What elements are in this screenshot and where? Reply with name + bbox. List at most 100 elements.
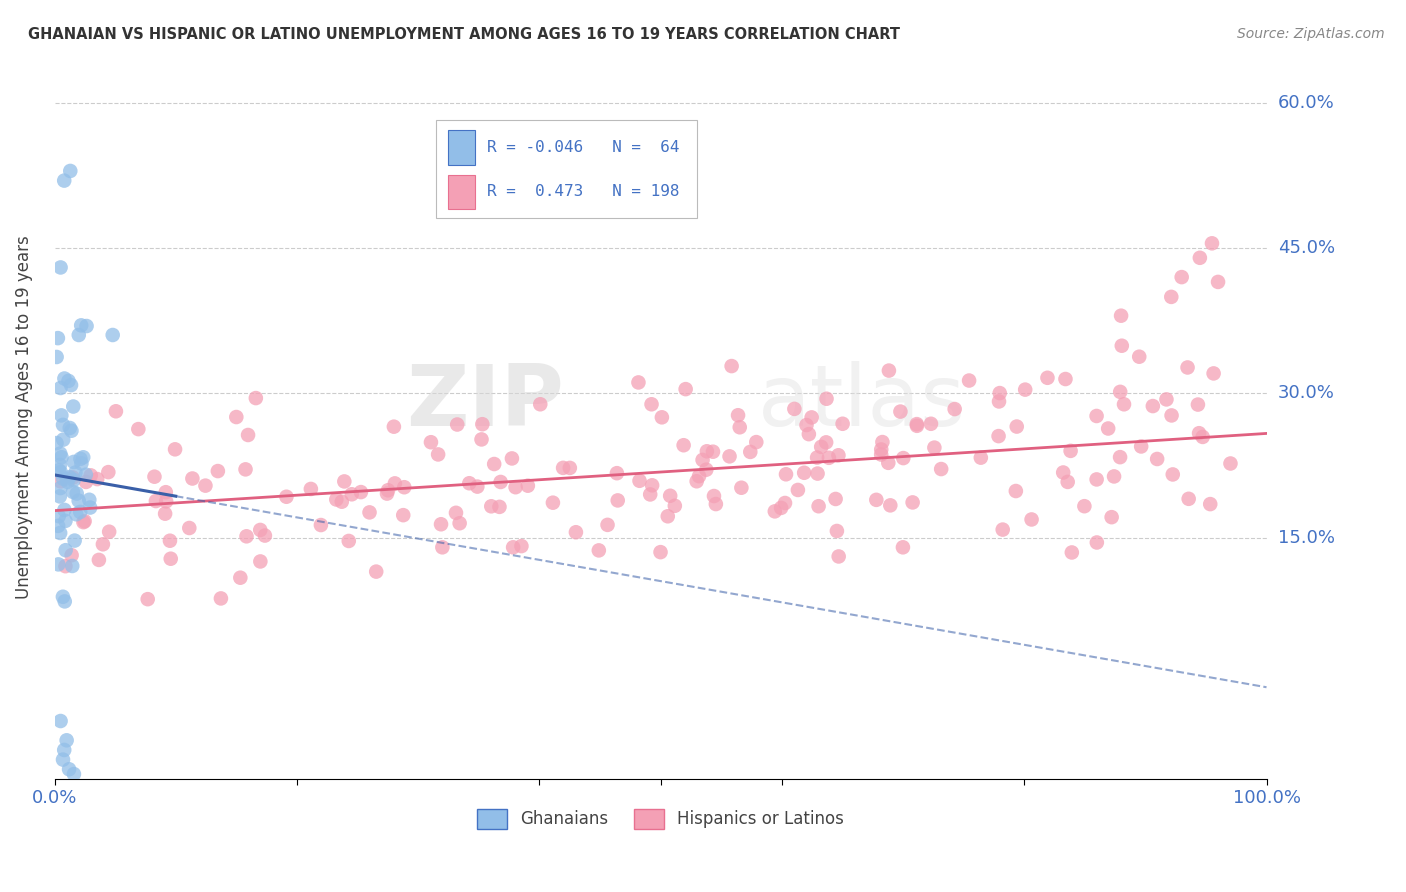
Point xyxy=(179,521,201,535)
Point xyxy=(651,410,673,425)
Point xyxy=(641,478,664,492)
Point xyxy=(46,331,69,345)
Point xyxy=(640,397,662,411)
Point xyxy=(815,392,838,406)
Point xyxy=(209,591,232,606)
Point xyxy=(73,514,96,528)
Point xyxy=(60,558,83,573)
Text: 60.0%: 60.0% xyxy=(1278,95,1334,112)
Point xyxy=(46,519,69,533)
Point xyxy=(650,545,672,559)
Point xyxy=(155,485,177,500)
Point xyxy=(1109,384,1132,399)
FancyBboxPatch shape xyxy=(436,120,697,218)
Point xyxy=(60,548,83,562)
Point xyxy=(153,507,176,521)
Point xyxy=(1201,236,1223,251)
Point xyxy=(1156,392,1178,407)
Point xyxy=(59,421,82,435)
Point xyxy=(740,445,762,459)
Point xyxy=(558,461,581,475)
Point xyxy=(596,517,619,532)
Point xyxy=(818,450,841,465)
Point xyxy=(516,478,538,492)
Text: Source: ZipAtlas.com: Source: ZipAtlas.com xyxy=(1237,27,1385,41)
Point xyxy=(1199,497,1222,511)
Point xyxy=(52,433,75,447)
Point xyxy=(825,524,848,538)
Point xyxy=(696,444,718,458)
Y-axis label: Unemployment Among Ages 16 to 19 years: Unemployment Among Ages 16 to 19 years xyxy=(15,235,32,599)
Point xyxy=(1054,372,1077,386)
Point xyxy=(685,475,707,489)
Point xyxy=(392,508,415,523)
Point xyxy=(58,762,80,776)
Point xyxy=(770,500,793,515)
Point xyxy=(745,435,768,450)
Text: R = -0.046   N =  64: R = -0.046 N = 64 xyxy=(488,140,679,155)
Point xyxy=(58,374,80,388)
Point xyxy=(359,505,381,519)
Point xyxy=(588,543,610,558)
Point xyxy=(1160,290,1182,304)
Point xyxy=(55,733,77,747)
Point xyxy=(45,436,67,450)
Point xyxy=(1191,430,1213,444)
Point xyxy=(63,533,86,548)
Point xyxy=(773,496,796,510)
Text: R =  0.473   N = 198: R = 0.473 N = 198 xyxy=(488,185,679,200)
Point xyxy=(720,359,742,373)
Point xyxy=(727,409,749,423)
Text: GHANAIAN VS HISPANIC OR LATINO UNEMPLOYMENT AMONG AGES 16 TO 19 YEARS CORRELATIO: GHANAIAN VS HISPANIC OR LATINO UNEMPLOYM… xyxy=(28,27,900,42)
Point xyxy=(489,475,512,489)
Point xyxy=(449,516,471,531)
Point xyxy=(49,481,72,495)
Point xyxy=(465,480,488,494)
Point xyxy=(69,505,91,519)
Point xyxy=(55,559,77,574)
Point xyxy=(67,493,90,508)
Point xyxy=(382,419,405,434)
Point xyxy=(807,500,830,514)
Point xyxy=(446,417,468,432)
Point xyxy=(49,458,72,472)
Point xyxy=(49,490,72,504)
Point xyxy=(692,453,714,467)
Point xyxy=(51,409,73,423)
Point xyxy=(775,467,797,482)
Point xyxy=(245,391,267,405)
Point xyxy=(56,475,79,489)
Point xyxy=(470,433,492,447)
Point xyxy=(1102,469,1125,483)
Point xyxy=(1112,397,1135,411)
Point xyxy=(828,549,851,564)
Point xyxy=(375,486,398,500)
Point xyxy=(529,397,551,411)
Point xyxy=(337,533,360,548)
Point xyxy=(70,457,93,471)
Text: ZIP: ZIP xyxy=(406,361,564,444)
Point xyxy=(988,394,1011,409)
Point xyxy=(987,429,1010,443)
Point xyxy=(55,543,77,558)
Point xyxy=(66,486,89,500)
Legend: Ghanaians, Hispanics or Latinos: Ghanaians, Hispanics or Latinos xyxy=(471,802,851,836)
Point xyxy=(104,404,127,418)
Point xyxy=(695,463,717,477)
Point xyxy=(49,525,72,540)
Point xyxy=(86,472,108,486)
Point xyxy=(815,435,838,450)
Point xyxy=(905,417,928,431)
Point xyxy=(207,464,229,478)
Point xyxy=(675,382,697,396)
Point xyxy=(831,417,853,431)
Point xyxy=(1097,421,1119,435)
Point xyxy=(76,319,98,334)
Point xyxy=(1161,467,1184,482)
Point xyxy=(309,518,332,533)
Point xyxy=(325,492,347,507)
Point xyxy=(145,494,167,508)
Point xyxy=(1206,275,1229,289)
Point xyxy=(53,503,76,517)
Point xyxy=(49,475,72,489)
